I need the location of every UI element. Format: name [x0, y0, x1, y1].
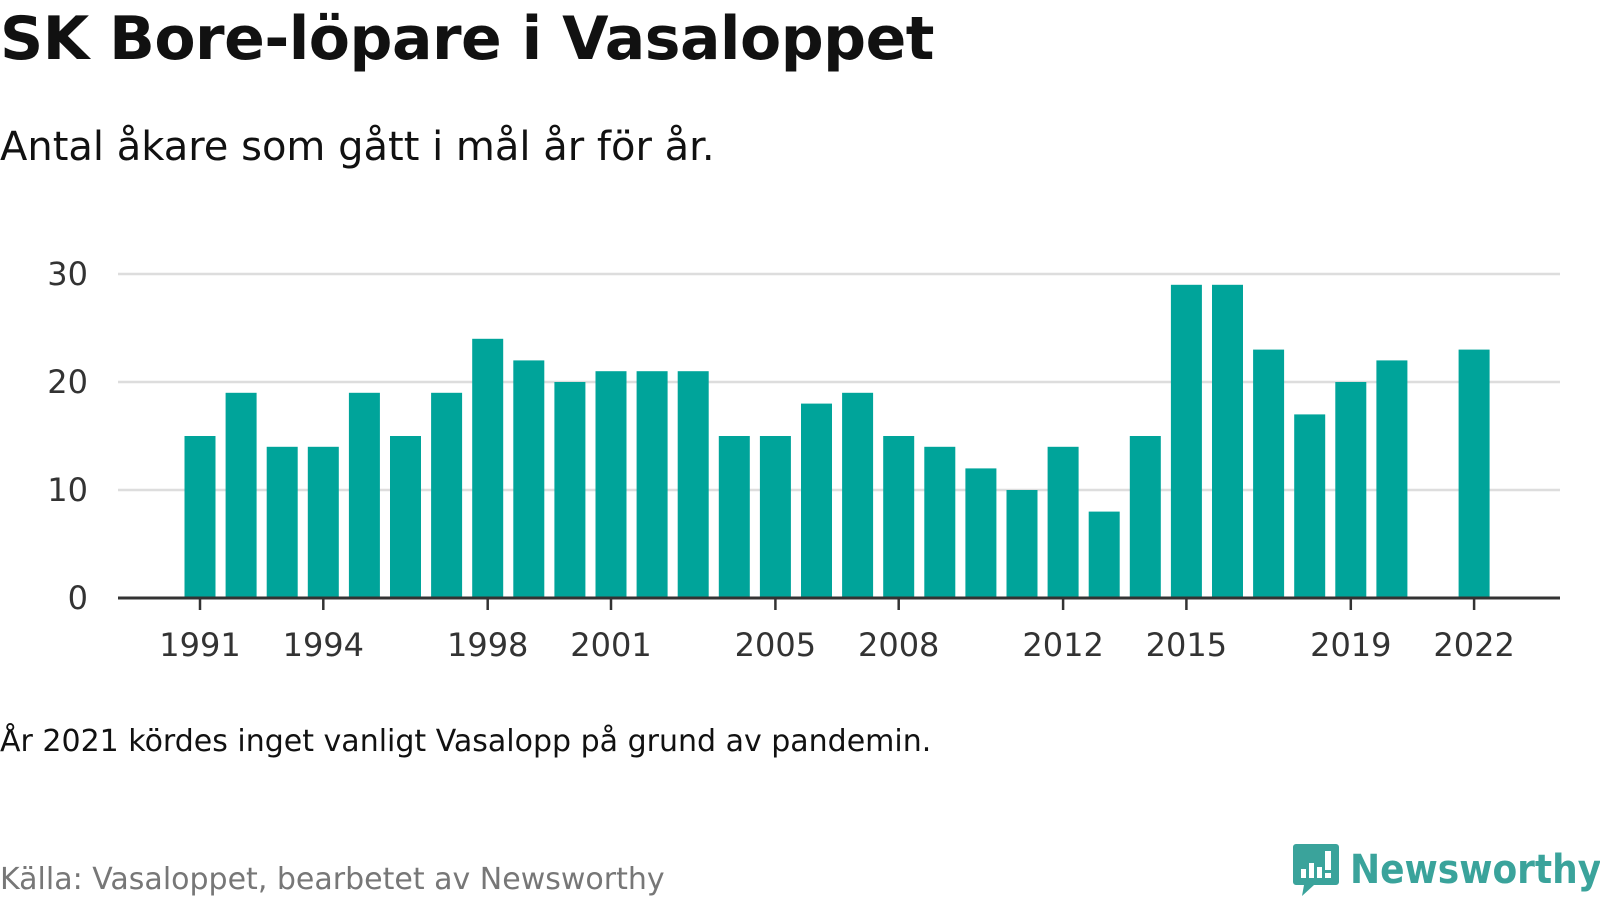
bar — [965, 468, 997, 598]
bar-chart: 0 10 20 30 1991 1994 1998 2001 2005 2008 2012 2015 2… — [47, 255, 1560, 660]
source-credit: Källa: Vasaloppet, bearbetet av Newswort… — [0, 862, 665, 897]
bar — [636, 371, 668, 598]
footnote: År 2021 kördes inget vanligt Vasalopp på… — [0, 724, 932, 759]
bar — [184, 436, 216, 598]
bar — [677, 371, 709, 598]
x-tick-label: 2008 — [858, 626, 939, 660]
bar — [718, 436, 750, 598]
bar — [1047, 446, 1079, 598]
y-tick-label: 10 — [47, 471, 88, 509]
x-tick-label: 1994 — [283, 626, 364, 660]
bar — [472, 338, 504, 598]
bar — [1088, 511, 1120, 598]
bar — [1212, 284, 1243, 598]
bar — [431, 392, 463, 598]
y-tick-label: 30 — [47, 255, 88, 293]
x-tick-label: 2001 — [570, 626, 651, 660]
bar — [225, 392, 257, 598]
brand-name: Newsworthy — [1350, 847, 1600, 893]
x-tick-label: 2005 — [735, 626, 816, 660]
bar — [842, 392, 874, 598]
bar — [1170, 284, 1202, 598]
x-tick-label: 2015 — [1146, 626, 1227, 660]
bar — [883, 436, 915, 598]
newsworthy-logo-icon — [1293, 844, 1339, 896]
bar — [801, 403, 832, 598]
bar — [307, 446, 339, 598]
y-tick-label: 20 — [47, 363, 88, 401]
bar — [759, 436, 791, 598]
y-tick-label: 0 — [68, 579, 88, 617]
bar — [1253, 349, 1285, 598]
bar — [1335, 382, 1367, 598]
x-tick-label: 2022 — [1433, 626, 1514, 660]
newsworthy-brand: Newsworthy — [1292, 842, 1600, 898]
bar — [595, 371, 627, 598]
chart-title: SK Bore-löpare i Vasaloppet — [0, 4, 935, 74]
bar — [924, 446, 956, 598]
bar — [266, 446, 298, 598]
x-tick-label: 2019 — [1310, 626, 1391, 660]
bar — [1458, 349, 1490, 598]
bar — [1376, 360, 1408, 598]
bar — [390, 436, 421, 598]
x-tick-label: 2012 — [1022, 626, 1103, 660]
x-tick-label: 1998 — [447, 626, 528, 660]
bar — [554, 382, 586, 598]
x-tick-label: 1991 — [159, 626, 240, 660]
bar — [1006, 490, 1038, 598]
bar — [1294, 414, 1326, 598]
bar — [513, 360, 545, 598]
bar — [1129, 436, 1161, 598]
chart-subtitle: Antal åkare som gått i mål år för år. — [0, 124, 715, 170]
bar — [348, 392, 380, 598]
